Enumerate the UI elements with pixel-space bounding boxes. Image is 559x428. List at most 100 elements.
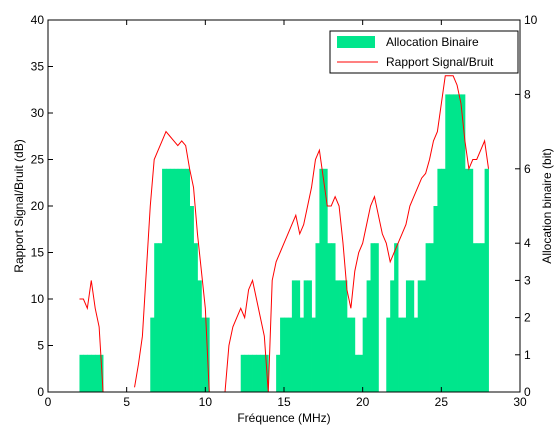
y-tick-label: 10 xyxy=(31,292,45,306)
y-tick-label: 20 xyxy=(31,199,45,213)
allocation-bar xyxy=(343,280,348,392)
allocation-bar xyxy=(79,354,84,392)
allocation-bar xyxy=(386,317,391,392)
allocation-bar xyxy=(173,168,179,392)
allocation-bar xyxy=(346,317,352,392)
x-tick-label: 5 xyxy=(123,395,130,409)
allocation-bar xyxy=(453,94,458,393)
allocation-bar xyxy=(441,168,446,392)
allocation-bar xyxy=(398,317,403,392)
y2-tick-label: 4 xyxy=(524,236,531,250)
y2-tick-label: 10 xyxy=(524,13,538,27)
allocation-bar xyxy=(287,317,293,392)
allocation-bar xyxy=(169,168,175,392)
allocation-bar xyxy=(429,243,434,392)
allocation-bar xyxy=(484,168,489,392)
allocation-bar xyxy=(335,280,340,392)
allocation-bar xyxy=(472,243,478,392)
y2-tick-label: 8 xyxy=(524,87,531,101)
legend: Allocation Binaire Rapport Signal/Bruit xyxy=(329,30,519,74)
allocation-bar xyxy=(280,317,285,392)
legend-label-snr: Rapport Signal/Bruit xyxy=(386,55,494,69)
allocation-bar xyxy=(437,168,442,392)
allocation-bar xyxy=(402,317,407,392)
allocation-bar xyxy=(425,243,430,392)
allocation-bar xyxy=(256,354,261,392)
allocation-bar xyxy=(193,243,198,392)
allocation-bar xyxy=(260,354,265,392)
y-tick-label: 5 xyxy=(37,339,44,353)
x-tick-label: 25 xyxy=(435,395,449,409)
allocation-bar xyxy=(240,354,246,392)
allocation-bar xyxy=(327,243,332,392)
allocation-bar xyxy=(464,168,470,392)
allocation-bar xyxy=(366,280,371,392)
allocation-bar xyxy=(99,354,104,392)
allocation-bar xyxy=(248,354,253,392)
allocation-bar xyxy=(91,354,96,392)
allocation-bar xyxy=(291,280,297,392)
allocation-bar xyxy=(319,168,324,392)
plot-area xyxy=(79,75,490,393)
y2-tick-label: 6 xyxy=(524,162,531,176)
allocation-bar xyxy=(158,243,163,392)
allocation-bar xyxy=(394,243,399,392)
allocation-bar xyxy=(374,243,379,392)
allocation-bar xyxy=(166,168,171,392)
y-tick-label: 25 xyxy=(31,153,45,167)
allocation-bar xyxy=(177,168,183,392)
y2-tick-label: 0 xyxy=(524,385,531,399)
allocation-bar xyxy=(417,280,423,392)
x-tick-label: 0 xyxy=(45,395,52,409)
allocation-bar xyxy=(307,280,312,392)
allocation-bar xyxy=(476,243,482,392)
y2-axis-label: Allocation binaire (bit) xyxy=(540,148,554,263)
y-tick-label: 35 xyxy=(31,60,45,74)
allocation-bar xyxy=(468,168,474,392)
x-tick-label: 10 xyxy=(199,395,213,409)
allocation-bar xyxy=(252,354,257,392)
allocation-bar xyxy=(303,280,308,392)
y-tick-label: 0 xyxy=(37,385,44,399)
allocation-bar xyxy=(413,317,419,392)
allocation-bar xyxy=(201,317,206,392)
allocation-bar xyxy=(358,354,364,392)
allocation-bar xyxy=(284,317,289,392)
x-tick-label: 15 xyxy=(277,395,291,409)
x-tick-label: 30 xyxy=(513,395,527,409)
allocation-bar xyxy=(457,94,462,393)
allocation-bar xyxy=(189,206,194,392)
y2-tick-label: 3 xyxy=(524,273,531,287)
allocation-bar xyxy=(95,354,100,392)
x-tick-label: 20 xyxy=(356,395,370,409)
allocation-bar xyxy=(162,168,167,392)
allocation-bar xyxy=(421,280,426,392)
allocation-bar xyxy=(315,243,320,392)
allocation-bar xyxy=(390,280,395,392)
y2-tick-label: 2 xyxy=(524,311,531,325)
y-tick-label: 30 xyxy=(31,106,45,120)
allocation-bar xyxy=(370,243,375,392)
allocation-bar xyxy=(276,354,281,392)
allocation-bar xyxy=(87,354,92,392)
allocation-bar xyxy=(150,317,155,392)
allocation-bar xyxy=(185,168,190,392)
allocation-bar xyxy=(405,280,411,392)
snr-line xyxy=(79,75,490,393)
allocation-bar xyxy=(409,280,415,392)
allocation-bar xyxy=(480,243,485,392)
y-tick-label: 15 xyxy=(31,246,45,260)
legend-label-allocation: Allocation Binaire xyxy=(386,35,479,49)
allocation-bar xyxy=(339,280,344,392)
allocation-bar xyxy=(445,94,450,393)
allocation-bar xyxy=(197,280,202,392)
y2-tick-label: 1 xyxy=(524,348,531,362)
allocation-bar xyxy=(323,168,328,392)
legend-swatch-allocation xyxy=(337,36,375,48)
allocation-bar xyxy=(362,317,367,392)
allocation-bar xyxy=(350,317,356,392)
y-axis-label: Rapport Signal/Bruit (dB) xyxy=(12,139,26,272)
allocation-bar xyxy=(83,354,88,392)
